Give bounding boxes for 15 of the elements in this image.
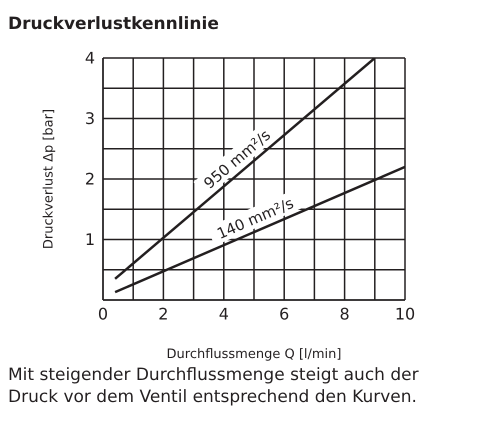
y-axis-title: Druckverlust Δp [bar] <box>42 108 57 250</box>
text: 140 mm²/s <box>214 194 296 243</box>
x-axis-title: Durchflussmenge Q [l/min] <box>166 347 342 362</box>
x-tick-label: 2 <box>158 304 168 324</box>
x-tick-label: 0 <box>98 304 108 324</box>
chart-title: Druckverlustkennlinie <box>8 13 220 36</box>
y-tick-label: 4 <box>84 48 95 68</box>
y-tick-label: 2 <box>84 170 95 189</box>
y-tick-label: 3 <box>84 109 95 128</box>
x-tick-label: 10 <box>394 304 416 324</box>
text: Mit steigender Durchflussmenge steigt auch der Druck vor dem Ventil entsprechend den Kurven. <box>8 364 420 408</box>
y-tick-label: 1 <box>84 230 95 250</box>
x-tick-label: 8 <box>340 304 350 324</box>
x-tick-label: 4 <box>218 304 229 324</box>
x-tick-label: 6 <box>279 304 290 324</box>
